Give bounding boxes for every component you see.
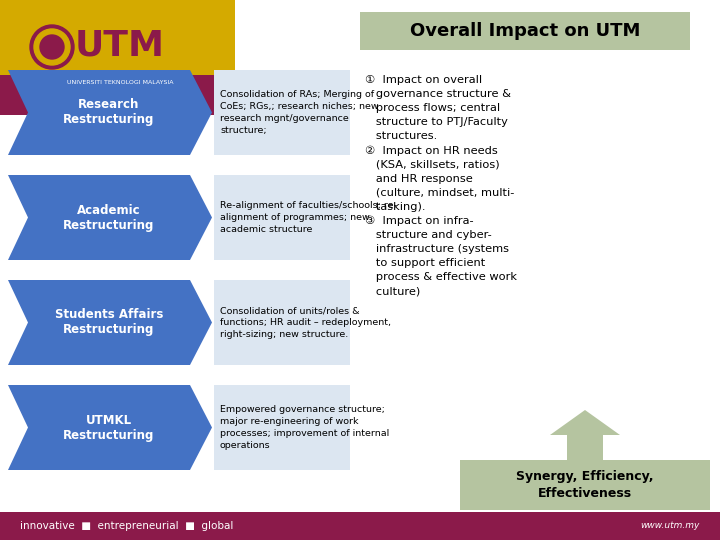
- Text: UTMKL
Restructuring: UTMKL Restructuring: [63, 414, 155, 442]
- Polygon shape: [8, 280, 212, 365]
- FancyBboxPatch shape: [214, 175, 350, 260]
- Polygon shape: [550, 410, 620, 460]
- Circle shape: [34, 29, 70, 65]
- Text: Academic
Restructuring: Academic Restructuring: [63, 204, 155, 232]
- FancyBboxPatch shape: [0, 512, 720, 540]
- Text: innovative  ■  entrepreneurial  ■  global: innovative ■ entrepreneurial ■ global: [20, 521, 233, 531]
- FancyBboxPatch shape: [214, 70, 350, 155]
- Text: Consolidation of RAs; Merging of
CoEs; RGs,; research niches; new
research mgnt/: Consolidation of RAs; Merging of CoEs; R…: [220, 90, 379, 134]
- FancyBboxPatch shape: [0, 75, 235, 115]
- Polygon shape: [8, 175, 212, 260]
- Text: Synergy, Efficiency,
Effectiveness: Synergy, Efficiency, Effectiveness: [516, 470, 654, 500]
- Polygon shape: [8, 70, 212, 155]
- FancyBboxPatch shape: [214, 280, 350, 365]
- FancyBboxPatch shape: [214, 385, 350, 470]
- Text: UTM: UTM: [75, 28, 165, 62]
- FancyBboxPatch shape: [460, 460, 710, 510]
- Circle shape: [30, 25, 74, 69]
- Text: Consolidation of units/roles &
functions; HR audit – redeployment,
right-sizing;: Consolidation of units/roles & functions…: [220, 306, 391, 339]
- Text: www.utm.my: www.utm.my: [641, 522, 700, 530]
- Text: Research
Restructuring: Research Restructuring: [63, 98, 155, 126]
- Text: UNIVERSITI TEKNOLOGI MALAYSIA: UNIVERSITI TEKNOLOGI MALAYSIA: [67, 79, 174, 84]
- FancyBboxPatch shape: [0, 0, 235, 115]
- Text: ①  Impact on overall
   governance structure &
   process flows; central
   stru: ① Impact on overall governance structure…: [365, 75, 517, 296]
- Text: Students Affairs
Restructuring: Students Affairs Restructuring: [55, 308, 163, 336]
- FancyBboxPatch shape: [360, 12, 690, 50]
- Text: Overall Impact on UTM: Overall Impact on UTM: [410, 22, 640, 40]
- Circle shape: [40, 35, 64, 59]
- Polygon shape: [8, 385, 212, 470]
- Text: Re-alignment of faculties/schools; re-
alignment of programmes; new
academic str: Re-alignment of faculties/schools; re- a…: [220, 201, 397, 234]
- Text: Empowered governance structure;
major re-engineering of work
processes; improvem: Empowered governance structure; major re…: [220, 406, 390, 450]
